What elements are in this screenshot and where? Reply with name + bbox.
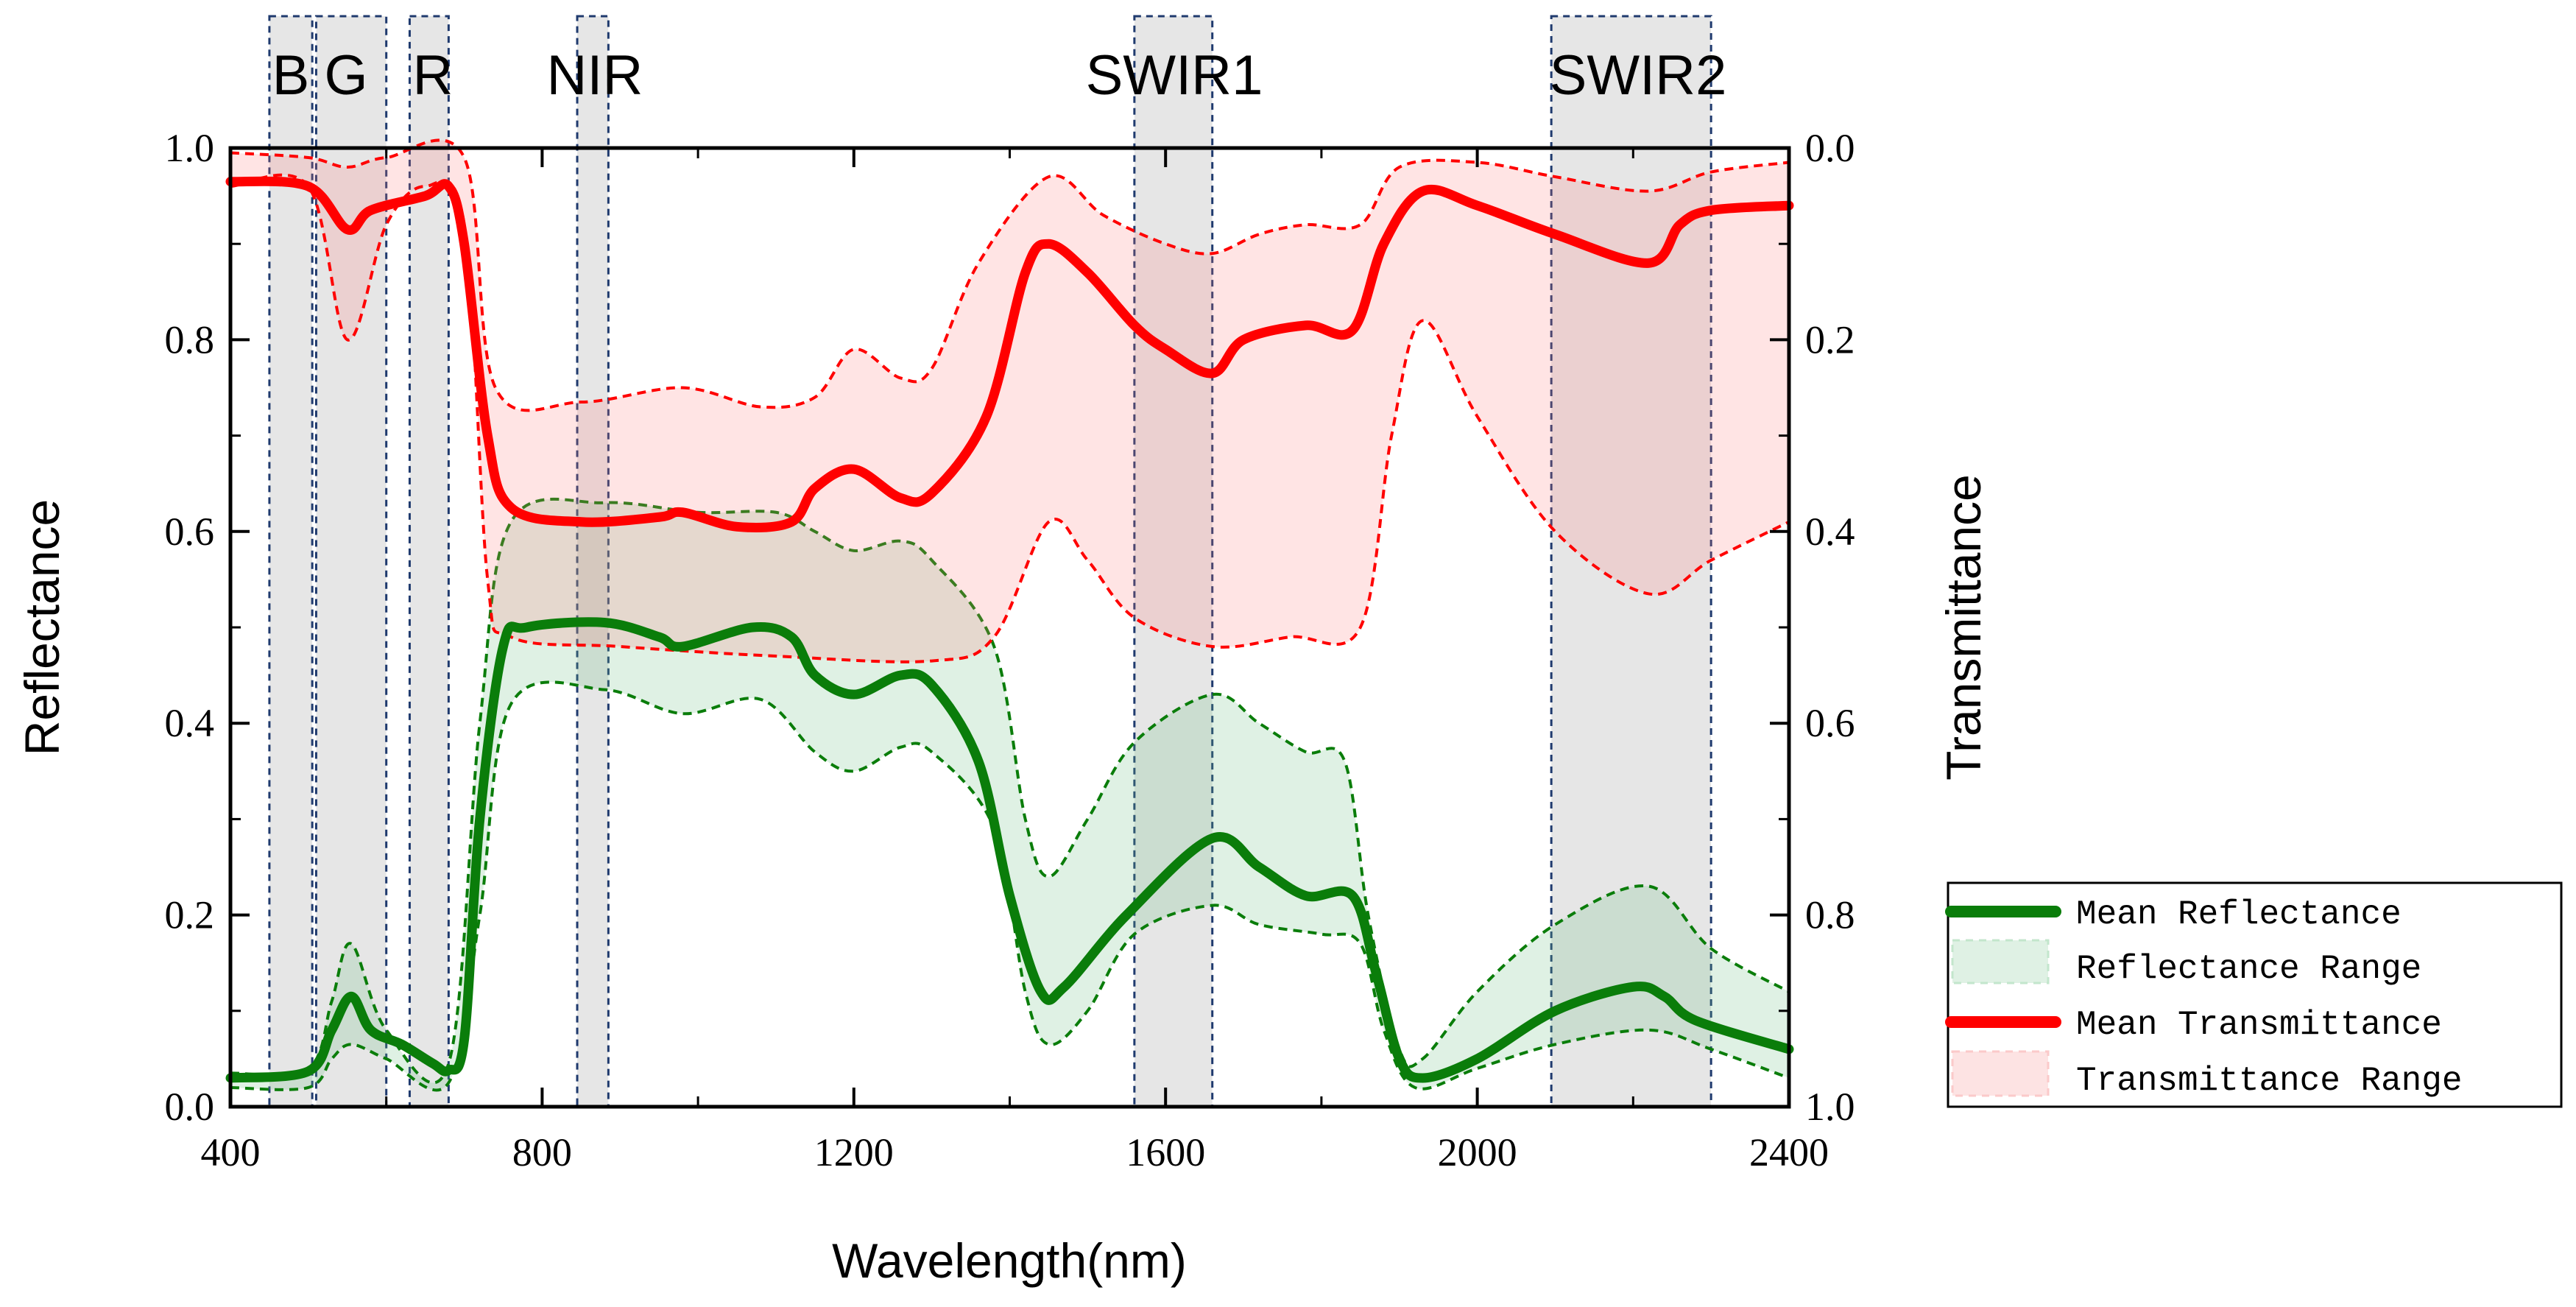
legend-label-mean-reflectance: Mean Reflectance (2076, 895, 2402, 934)
transmittance-range-fill (230, 140, 1789, 662)
x-axis-label: Wavelength(nm) (832, 1233, 1187, 1288)
range-fills (230, 138, 1790, 1092)
y-tick-label: 0.0 (165, 1085, 215, 1129)
y2-tick-label: 0.6 (1805, 701, 1855, 745)
y2-tick-label: 0.8 (1805, 893, 1855, 937)
mean-transmittance-line (225, 176, 1794, 532)
legend-label-reflectance-range: Reflectance Range (2076, 950, 2421, 988)
y2-axis-label: Transmittance (1936, 474, 1991, 781)
y2-tick-label: 1.0 (1805, 1085, 1855, 1129)
y-tick-label: 0.4 (165, 701, 215, 745)
reflectance-range-fill (230, 499, 1789, 1091)
x-tick-label: 2400 (1749, 1130, 1829, 1174)
legend: Mean Reflectance Reflectance Range Mean … (1945, 881, 2563, 1108)
series-lines (225, 176, 1794, 1083)
mean-reflectance-line (225, 617, 1794, 1083)
y2-tick-label: 0.2 (1805, 317, 1855, 362)
y2-tick-label: 0.0 (1805, 126, 1855, 170)
y-tick-label: 1.0 (165, 126, 215, 170)
band-label-nir: NIR (547, 44, 643, 107)
legend-swatch-reflectance-range (1951, 939, 2050, 984)
band-label-swir2: SWIR2 (1550, 44, 1727, 107)
y-axis-label: Reflectance (15, 499, 69, 756)
band-label-g: G (324, 44, 367, 107)
transmittance-range-upper-line (230, 138, 1790, 412)
x-tick-label: 1200 (814, 1130, 894, 1174)
x-tick-label: 800 (512, 1130, 572, 1174)
y-tick-label: 0.2 (165, 893, 215, 937)
band-region-b (268, 15, 314, 1108)
legend-label-mean-transmittance: Mean Transmittance (2076, 1006, 2442, 1044)
legend-swatch-transmittance-range (1951, 1050, 2050, 1097)
y-tick-label: 0.8 (165, 317, 215, 362)
axes: 400 800 1200 1600 2000 2400 0.0 0.2 0.4 0.6 0.8 1.0… (165, 126, 1855, 1174)
legend-label-transmittance-range: Transmittance Range (2076, 1062, 2463, 1100)
band-region-nir (576, 15, 610, 1108)
band-regions: B G R NIR SWIR1 SWIR2 (268, 15, 1727, 1108)
legend-box (1947, 881, 2563, 1108)
band-label-swir1: SWIR1 (1086, 44, 1263, 107)
x-tick-label: 2000 (1438, 1130, 1517, 1174)
reflectance-range-upper-line (230, 497, 1790, 1085)
band-label-r: R (413, 44, 454, 107)
band-region-swir2 (1550, 15, 1712, 1108)
y-tick-label: 0.6 (165, 510, 215, 554)
transmittance-range-lower-line (230, 173, 1790, 663)
y2-tick-label: 0.4 (1805, 510, 1855, 554)
x-tick-label: 1600 (1126, 1130, 1205, 1174)
band-label-b: B (272, 44, 310, 107)
x-tick-label: 400 (201, 1130, 261, 1174)
